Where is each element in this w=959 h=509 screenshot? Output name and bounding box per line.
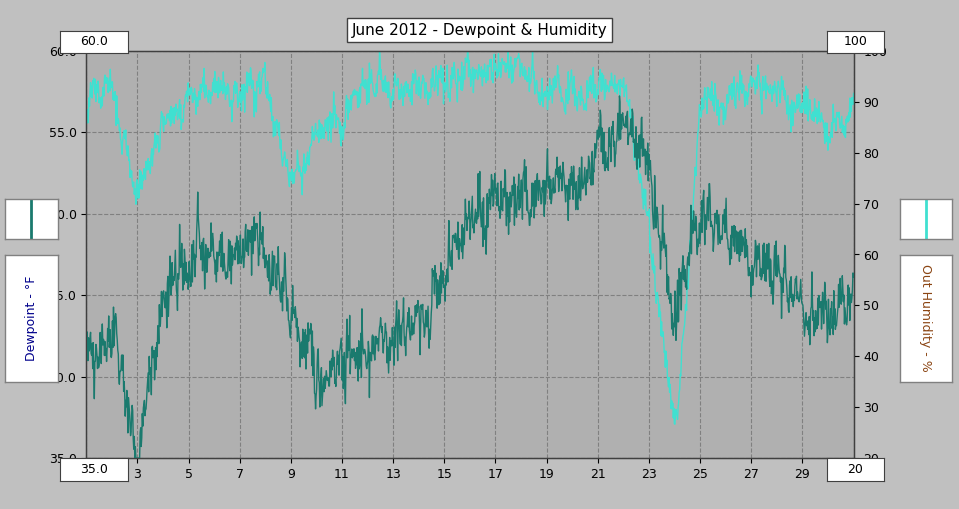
Text: June 2012 - Dewpoint & Humidity: June 2012 - Dewpoint & Humidity: [352, 23, 607, 38]
Text: 35.0: 35.0: [80, 463, 108, 476]
Text: 60.0: 60.0: [80, 36, 108, 48]
Text: Dewpoint - °F: Dewpoint - °F: [25, 275, 37, 361]
Text: 20: 20: [848, 463, 863, 476]
Text: Out Humidity - %: Out Humidity - %: [920, 264, 932, 372]
Text: 100: 100: [844, 36, 867, 48]
